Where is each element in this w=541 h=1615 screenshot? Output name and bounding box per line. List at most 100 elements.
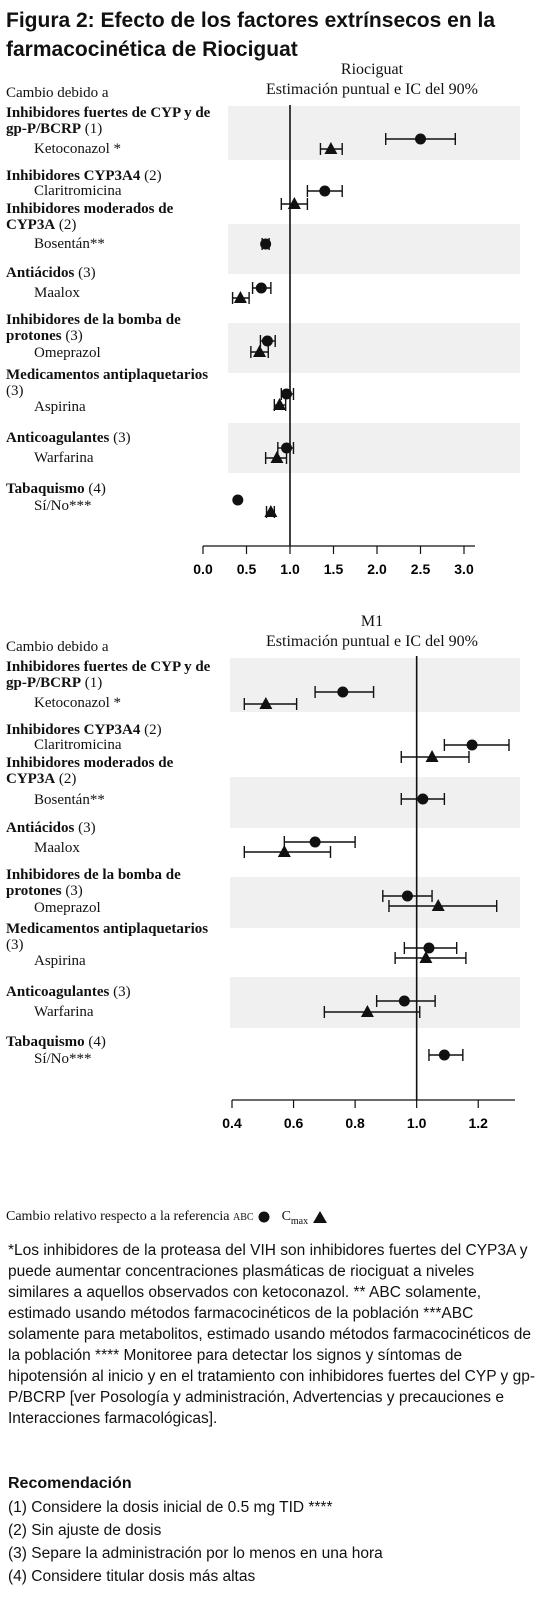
x-tick-label: 0.4 (222, 1115, 242, 1131)
row-band (230, 877, 520, 928)
group-name: Antiácidos (6, 265, 75, 281)
chart2-drug-warfarina: Warfarina (34, 1004, 94, 1020)
auc-point (232, 494, 244, 506)
cmax-point (277, 845, 291, 857)
chart2-group-8: Tabaquismo (4) (6, 1034, 216, 1050)
cmax-point (425, 750, 439, 762)
auc-point (423, 942, 435, 954)
chart1-group-1: Inhibidores fuertes de CYP y de gp-P/BCR… (6, 105, 216, 137)
chart2-group-6: Medicamentos antiplaquetarios (3) (6, 921, 216, 953)
x-tick-label: 1.0 (280, 561, 300, 577)
auc-point (398, 995, 410, 1007)
group-rec: (3) (6, 937, 24, 953)
legend-triangle-icon (312, 1210, 327, 1223)
chart2-group-2: Inhibidores CYP3A4 (2) (6, 722, 216, 738)
chart1-drug-tabaquismo: Sí/No*** (34, 498, 92, 514)
chart1-drug-maalox: Maalox (34, 285, 80, 301)
auc-point (417, 793, 429, 805)
row-band (230, 658, 520, 712)
chart1-header: Cambio debido a (6, 85, 109, 101)
group-rec: (3) (78, 265, 96, 281)
group-name: Anticoagulantes (6, 984, 110, 1000)
group-name: Tabaquismo (6, 1034, 85, 1050)
cmax-point (360, 1005, 374, 1017)
chart1-group-2: Inhibidores CYP3A4 (2) (6, 168, 216, 184)
auc-point (261, 335, 273, 347)
recommendation-title: Recomendación (8, 1475, 132, 1492)
legend-cmax-label: C (281, 1209, 291, 1224)
group-name: Medicamentos antiplaquetarios (6, 367, 209, 383)
cmax-point (259, 697, 273, 709)
legend-text: Cambio relativo respecto a la referencia (6, 1209, 230, 1224)
chart1-group-4: Antiácidos (3) (6, 265, 216, 281)
legend-cmax-sub: max (290, 1215, 309, 1227)
footnotes: *Los inhibidores de la proteasa del VIH … (8, 1242, 536, 1427)
x-tick-label: 0.6 (284, 1115, 304, 1131)
row-band (228, 323, 520, 373)
cmax-point (419, 951, 433, 963)
group-rec: (3) (65, 883, 83, 899)
cmax-point (253, 345, 267, 357)
chart1-group-5: Inhibidores de la bomba de protones (3) (6, 312, 216, 344)
chart1-plot: 0.0 0.5 1.0 1.5 2.0 2.5 3.0 (193, 105, 520, 577)
cmax-point (264, 505, 278, 517)
group-name: Inhibidores CYP3A4 (6, 722, 141, 738)
x-tick-label: 0.0 (193, 561, 213, 577)
group-rec: (4) (88, 1034, 106, 1050)
auc-point (438, 1049, 450, 1061)
auc-point (319, 185, 331, 197)
group-name: Inhibidores de la bomba de protones (6, 867, 181, 899)
group-rec: (3) (6, 383, 24, 399)
chart2-group-7: Anticoagulantes (3) (6, 984, 216, 1000)
x-tick-label: 0.5 (237, 561, 257, 577)
row-band (230, 977, 520, 1028)
chart1-group-3: Inhibidores moderados de CYP3A (2) (6, 201, 216, 233)
cmax-point (233, 291, 247, 303)
group-name: Inhibidores de la bomba de protones (6, 312, 181, 344)
x-tick-label: 0.8 (345, 1115, 365, 1131)
group-name: Medicamentos antiplaquetarios (6, 921, 209, 937)
chart1-group-7: Anticoagulantes (3) (6, 430, 216, 446)
auc-point (337, 686, 349, 698)
chart2-plot: 0.4 0.6 0.8 1.0 1.2 (222, 656, 520, 1131)
x-tick-label: 2.0 (367, 561, 387, 577)
group-rec: (2) (58, 771, 77, 787)
chart1-drug-omeprazol: Omeprazol (34, 345, 101, 361)
chart1-drug-aspirina: Aspirina (34, 399, 86, 415)
chart1-title-main: Riociguat (340, 61, 404, 78)
auc-point (260, 238, 272, 250)
group-rec: (1) (84, 675, 103, 691)
auc-point (281, 442, 293, 454)
x-tick-label: 1.2 (468, 1115, 488, 1131)
cmax-point (273, 398, 287, 410)
chart1-drug-ketoconazol: Ketoconazol * (34, 141, 122, 157)
chart2-group-4: Antiácidos (3) (6, 820, 216, 836)
chart1-drug-warfarina: Warfarina (34, 450, 94, 466)
chart1-subtitle: Estimación puntual e IC del 90% (266, 81, 478, 98)
legend-auc-label: ABC (233, 1212, 254, 1223)
auc-point (415, 133, 426, 145)
group-name: Inhibidores moderados de CYP3A (6, 755, 174, 787)
legend-circle-icon (258, 1211, 270, 1223)
auc-point (309, 836, 321, 848)
cmax-point (287, 197, 301, 209)
group-name: Inhibidores fuertes de CYP y de gp-P/BCR… (6, 659, 211, 691)
group-rec: (2) (144, 722, 162, 738)
row-band (228, 423, 520, 473)
recommendation-item: (1) Considere la dosis inicial de 0.5 mg… (8, 1499, 333, 1516)
chart2-drug-omeprazol: Omeprazol (34, 900, 101, 916)
chart2-group-5: Inhibidores de la bomba de protones (3) (6, 867, 216, 899)
recommendation-item: (4) Considere titular dosis más altas (8, 1568, 256, 1585)
group-rec: (3) (113, 984, 131, 1000)
chart2-drug-tabaquismo: Sí/No*** (34, 1051, 92, 1067)
group-name: Anticoagulantes (6, 430, 110, 446)
group-rec: (3) (78, 820, 96, 836)
chart1-drug-bosentan: Bosentán** (34, 236, 105, 252)
group-name: Tabaquismo (6, 481, 85, 497)
group-rec: (3) (113, 430, 131, 446)
chart2-drug-bosentan: Bosentán** (34, 792, 105, 808)
group-rec: (2) (58, 217, 77, 233)
chart2-group-1: Inhibidores fuertes de CYP y de gp-P/BCR… (6, 659, 216, 691)
x-tick-label: 1.0 (407, 1115, 427, 1131)
group-rec: (4) (88, 481, 106, 497)
